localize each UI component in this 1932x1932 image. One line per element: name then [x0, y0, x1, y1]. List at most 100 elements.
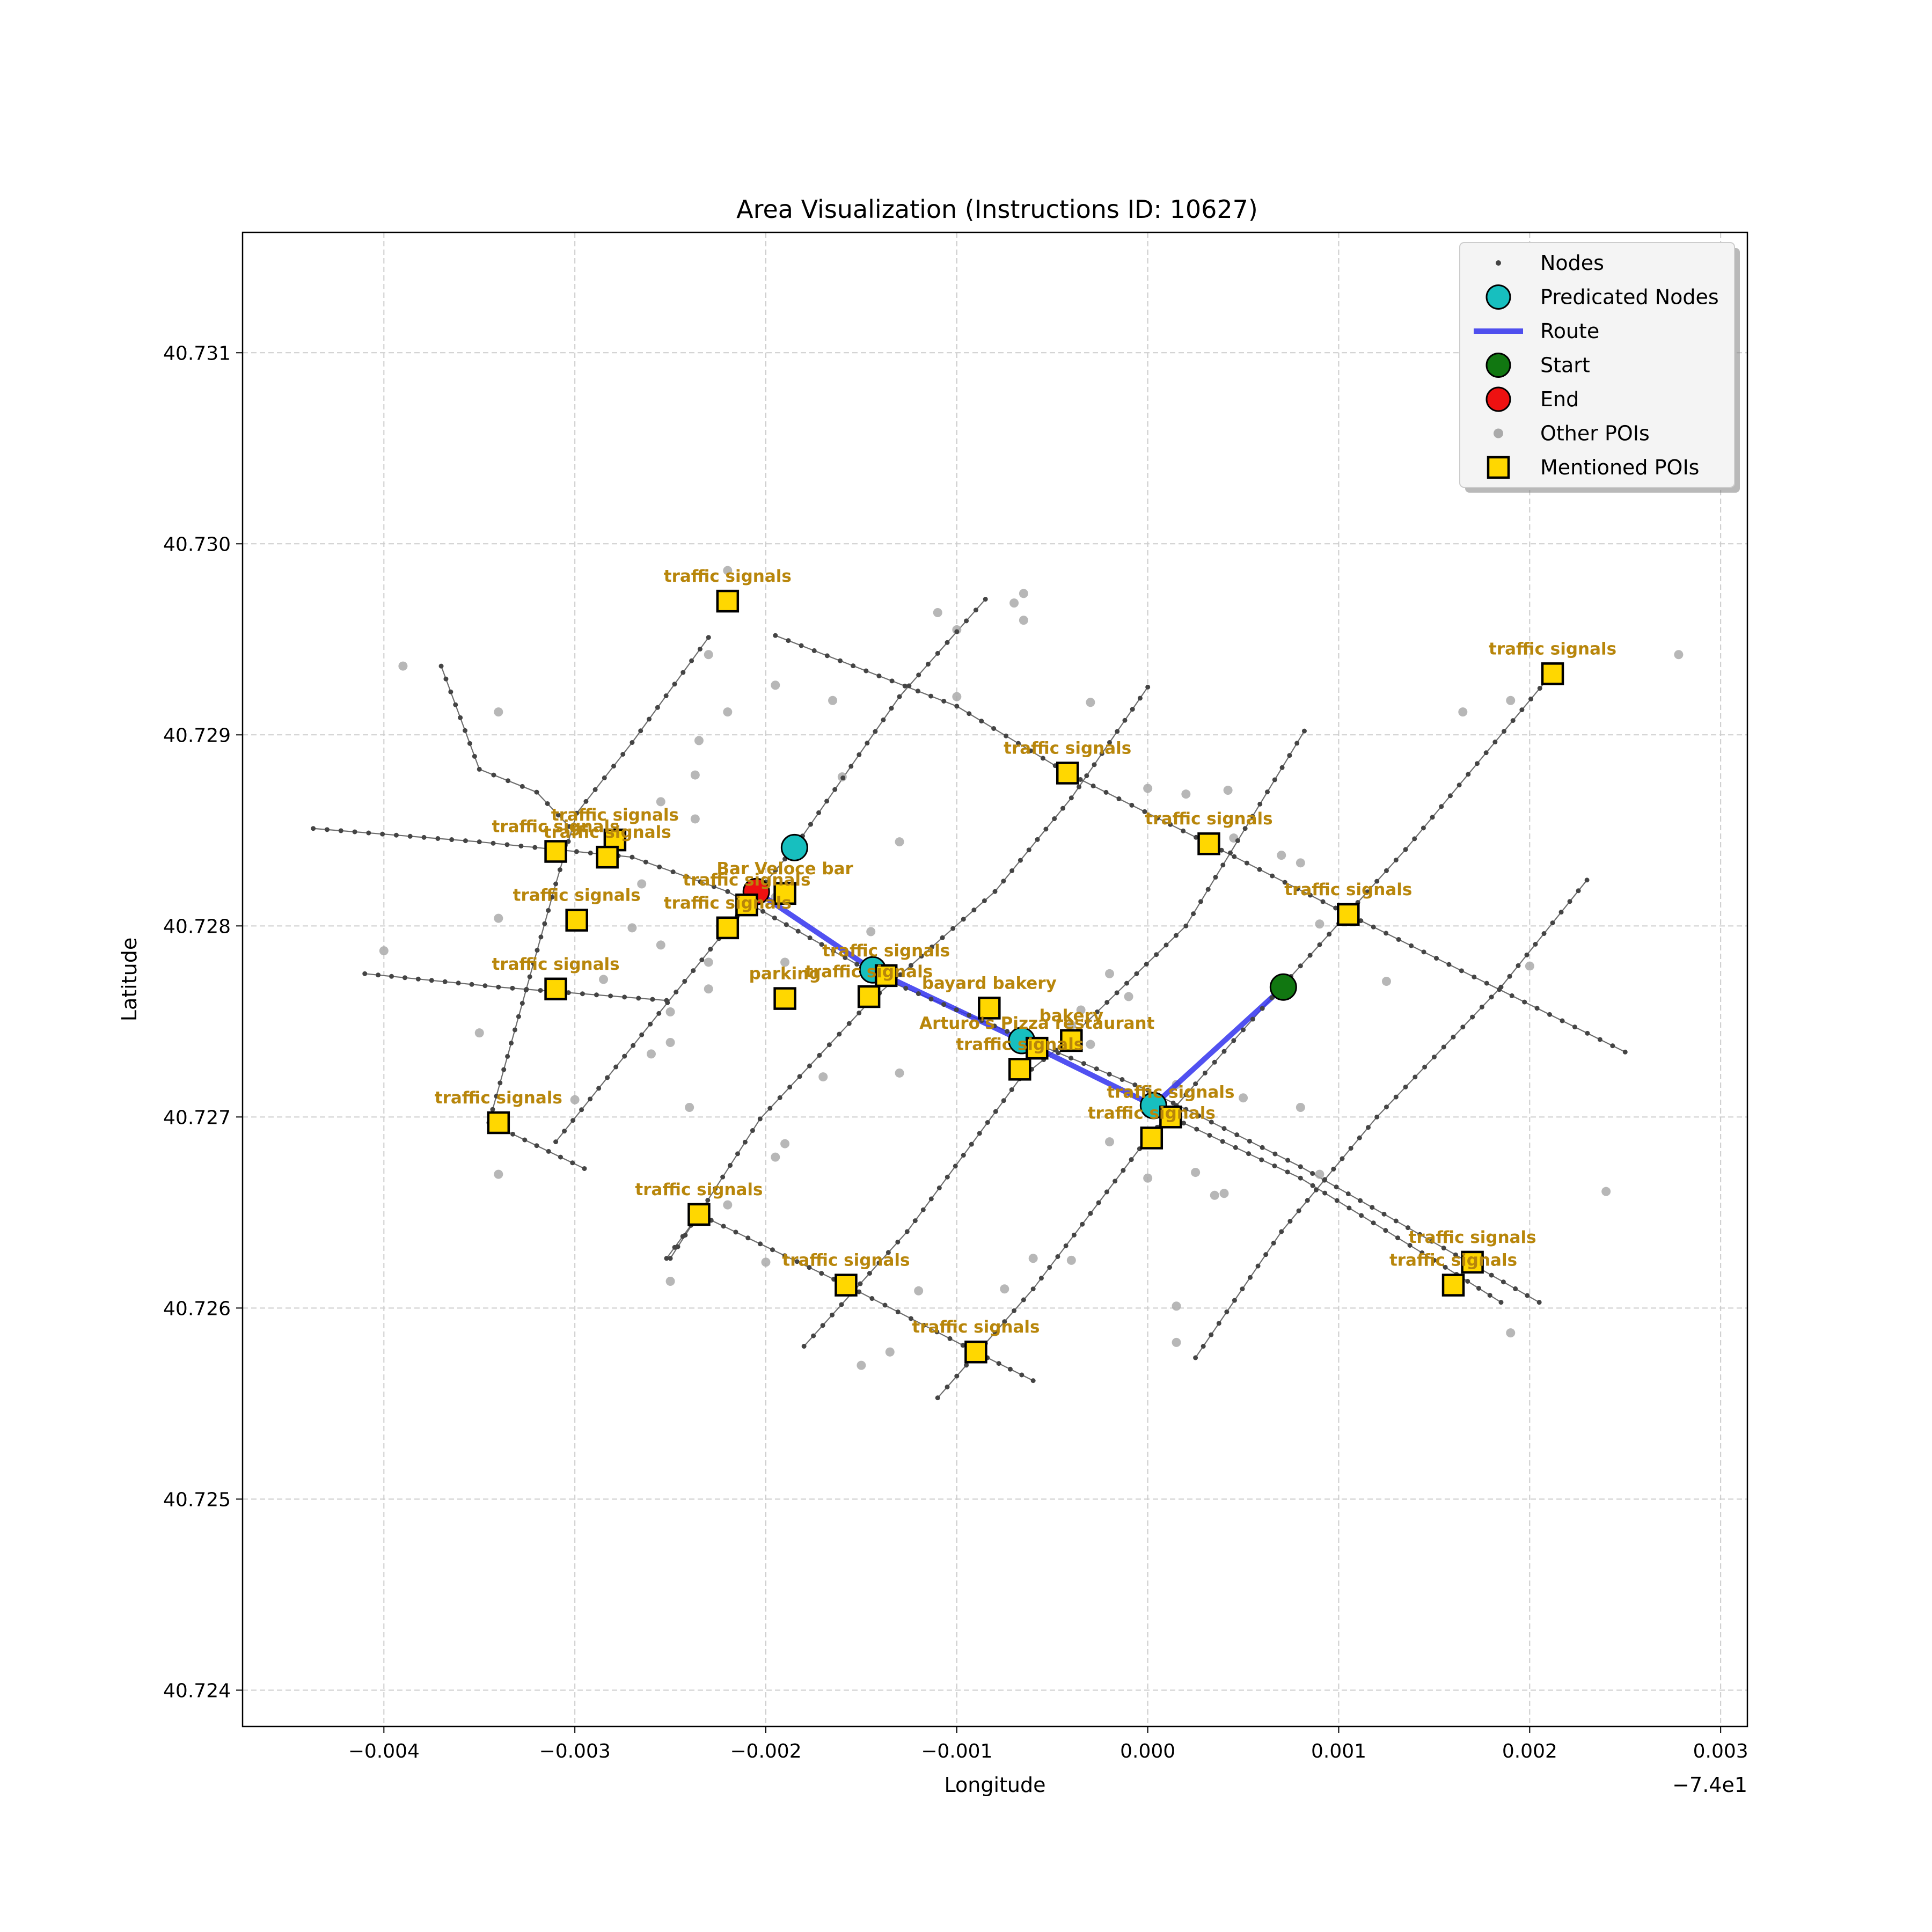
legend-items: Nodes Predicated Nodes Route Start End Other … [1474, 251, 1719, 479]
node-dot [1457, 782, 1462, 788]
node-dot [1487, 1293, 1492, 1298]
other-poi-dot [656, 797, 665, 807]
node-dot [1201, 1344, 1206, 1349]
node-dot [1443, 1264, 1448, 1270]
node-dot [1001, 1098, 1006, 1103]
node-dot [1196, 1113, 1202, 1118]
other-poi-dot [1105, 1137, 1115, 1147]
mentioned-poi-marker [835, 1274, 858, 1297]
node-dot [527, 974, 532, 979]
node-dot [1221, 1049, 1227, 1054]
mentioned-poi-marker [487, 1111, 510, 1135]
node-dot [794, 1259, 800, 1264]
node-dot [1212, 1059, 1217, 1065]
mentioned-poi-marker [1337, 903, 1360, 926]
mentioned-poi-marker [1140, 1126, 1163, 1150]
y-tick-label: 40.726 [163, 1298, 231, 1320]
node-dot [706, 635, 711, 640]
start-marker [1269, 973, 1297, 1001]
node-dot [1585, 1030, 1590, 1036]
node-dot [1129, 1157, 1134, 1162]
node-dot [964, 618, 969, 624]
node-dot [1287, 1219, 1293, 1224]
node-dot [1584, 877, 1590, 883]
other-poi-dot [1223, 786, 1233, 795]
node-dot [491, 840, 496, 846]
other-poi-dot [1009, 598, 1019, 608]
node-dot [832, 787, 838, 792]
node-dot [1119, 1077, 1125, 1082]
node-dot [985, 1119, 990, 1125]
node-dot [522, 1137, 528, 1143]
node-dot [1216, 1321, 1221, 1326]
street-line [775, 635, 1626, 1053]
node-dot [1183, 923, 1189, 928]
node-dot [1322, 1177, 1328, 1182]
node-dot [1107, 1072, 1112, 1077]
node-dot [1429, 1239, 1435, 1244]
node-dot [588, 1096, 593, 1102]
node-dot [928, 693, 934, 699]
node-dot [1069, 795, 1074, 801]
node-dot [1345, 1191, 1351, 1196]
node-dot [497, 1080, 503, 1086]
node-dot [402, 975, 407, 980]
mentioned-poi-label: traffic signals [664, 567, 792, 586]
y-tick-label: 40.727 [163, 1107, 231, 1129]
node-dot [945, 1174, 950, 1180]
y-tick-label: 40.728 [163, 916, 231, 938]
node-dot [1348, 1146, 1353, 1151]
node-dot [389, 974, 394, 979]
node-dot [867, 1271, 872, 1276]
legend-box [1459, 242, 1735, 488]
chart-title: Area Visualization (Instructions ID: 106… [736, 195, 1258, 224]
node-dot [1096, 1200, 1101, 1205]
other-poi-dot [952, 692, 962, 701]
node-dot [848, 764, 854, 769]
other-poi-dot [895, 1068, 904, 1078]
node-dot [1233, 1145, 1238, 1150]
node-dot [857, 1010, 862, 1015]
other-poi-dot [1239, 1093, 1248, 1103]
other-poi-dot [1296, 1103, 1305, 1113]
node-dot [324, 827, 330, 832]
node-dot [1092, 762, 1097, 767]
legend-label: Other POIs [1540, 422, 1650, 445]
node-dot [824, 799, 830, 804]
node-dot [538, 987, 543, 993]
node-dot [467, 741, 472, 746]
node-dot [1279, 1229, 1284, 1234]
other-poi-dot [866, 927, 876, 936]
other-poi-dot [780, 957, 790, 967]
node-dot [668, 1256, 673, 1261]
node-dot [699, 957, 705, 963]
other-poi-dot [761, 1257, 771, 1267]
node-dot [1576, 888, 1581, 894]
node-dot [675, 1244, 680, 1249]
node-dot [435, 836, 441, 841]
node-dot [916, 672, 921, 678]
node-dot [895, 1239, 901, 1245]
mentioned-poi-label: bakery [1040, 1006, 1103, 1026]
node-dot [366, 830, 371, 836]
node-dot [846, 1021, 852, 1026]
node-dot [1522, 999, 1527, 1005]
node-dot [1359, 1213, 1364, 1218]
other-poi-dot [1019, 616, 1028, 625]
node-dot [448, 689, 453, 694]
node-dot [1384, 931, 1389, 936]
other-poi-dot [379, 946, 389, 956]
node-dot [857, 1289, 862, 1294]
node-dot [663, 693, 669, 699]
node-dot [665, 1000, 670, 1005]
node-dot [501, 1067, 507, 1072]
node-dot [895, 1309, 901, 1314]
node-dot [1524, 952, 1529, 957]
node-dot [1269, 995, 1275, 1000]
node-dot [636, 996, 641, 1001]
mentioned-poi-label: parking [749, 964, 821, 984]
other-poi-dot [665, 1276, 675, 1286]
other-poi-dot [1219, 1189, 1229, 1198]
other-poi-dot [656, 940, 665, 950]
node-dot [1272, 777, 1277, 782]
